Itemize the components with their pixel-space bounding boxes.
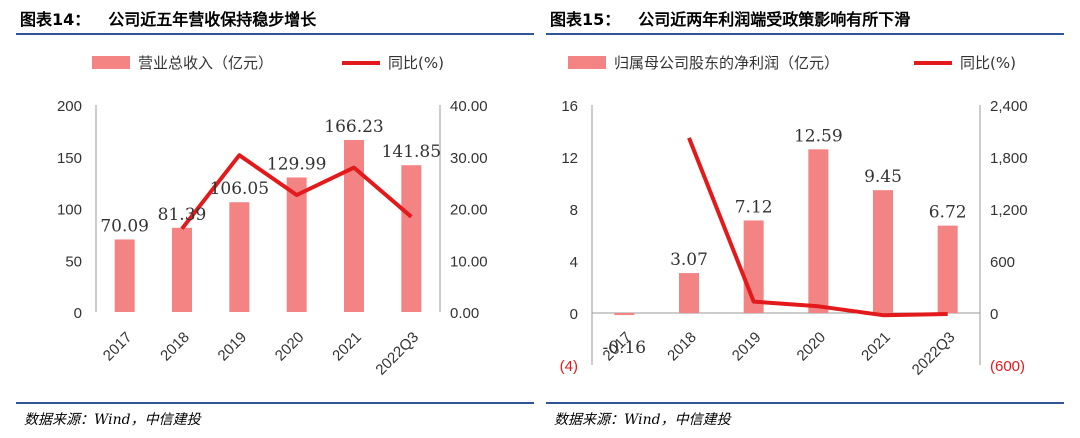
x-tick-label: 2021 (858, 329, 894, 365)
panel-net-profit: 图表15： 公司近两年利润端受政策影响有所下滑 归属母公司股东的净利润（亿元） 同比… (540, 0, 1070, 438)
revenue-chart: 营业总收入（亿元） 同比(%) 0 50 100 150 200 0.00 10.00 20.00… (57, 54, 488, 379)
top-rule (546, 33, 1064, 35)
figure-title: 图表15： 公司近两年利润端受政策影响有所下滑 (550, 6, 910, 30)
x-tick-label: 2022Q3 (909, 329, 959, 379)
x-tick-label: 2022Q3 (372, 329, 422, 379)
bar (614, 313, 635, 316)
bar (344, 139, 364, 312)
y-tick-label: 0 (570, 306, 578, 323)
y-tick-label: 150 (57, 150, 82, 167)
bar (172, 227, 192, 312)
data-label: 141.85 (382, 142, 441, 162)
y-tick-label: 0 (74, 305, 82, 322)
y-tick-label: 50 (65, 253, 82, 270)
figure-title: 图表14： 公司近五年营收保持稳步增长 (20, 6, 316, 30)
data-label: 129.99 (267, 154, 326, 174)
data-source: 数据来源：Wind，中信建投 (24, 412, 201, 428)
legend-bar-label: 归属母公司股东的净利润（亿元） (614, 54, 839, 72)
bar (401, 165, 422, 312)
bottom-rule (16, 402, 534, 404)
data-label: 106.05 (210, 179, 269, 199)
x-tick-label: 2018 (157, 329, 193, 365)
x-tick-label: 2019 (215, 329, 251, 365)
data-label: 6.72 (929, 203, 967, 223)
data-label: 9.45 (864, 167, 902, 187)
legend-bar-swatch (568, 56, 606, 69)
x-tick-label: 2020 (272, 329, 308, 365)
y2-tick-label: 0.00 (450, 305, 479, 322)
y2-tick-label: 20.00 (450, 202, 488, 219)
x-tick-label: 2020 (794, 329, 830, 365)
legend-bar-swatch (92, 56, 130, 69)
figure-caption: 公司近两年利润端受政策影响有所下滑 (638, 10, 911, 29)
data-label: 166.23 (324, 117, 383, 137)
y-tick-label: 200 (57, 98, 82, 115)
data-label: 7.12 (735, 197, 773, 217)
y-tick-label: 8 (570, 202, 578, 219)
data-label: 70.09 (100, 216, 149, 236)
y2-tick-label: 600 (990, 254, 1015, 271)
top-rule (16, 33, 534, 35)
bottom-rule (546, 402, 1064, 404)
bar (679, 273, 699, 313)
y-tick-label: 4 (570, 254, 578, 271)
y-tick-label: 100 (57, 202, 82, 219)
y-tick-label: 16 (561, 98, 578, 115)
x-tick-label: 2017 (100, 329, 136, 365)
x-tick-label: 2018 (664, 329, 700, 365)
y-tick-label: 12 (561, 150, 578, 167)
figure-caption: 公司近五年营收保持稳步增长 (108, 10, 317, 29)
bar (114, 239, 135, 312)
y2-tick-label: 10.00 (450, 253, 488, 270)
y2-tick-label: 1,800 (990, 150, 1028, 167)
data-label: 81.39 (158, 205, 207, 225)
panel-revenue: 图表14： 公司近五年营收保持稳步增长 营业总收入（亿元） 同比(%) 0 50 100 1… (10, 0, 540, 438)
y-tick-label: (4) (560, 358, 578, 375)
y2-tick-label: 40.00 (450, 98, 488, 115)
y2-tick-label: 30.00 (450, 150, 488, 167)
y2-tick-label: (600) (990, 358, 1025, 375)
bar (808, 149, 829, 313)
y2-tick-label: 1,200 (990, 202, 1028, 219)
figure-number: 图表15： (550, 10, 621, 29)
yoy-line (180, 153, 413, 230)
figure-number: 图表14： (20, 10, 91, 29)
bar (286, 177, 307, 312)
legend-bar-label: 营业总收入（亿元） (138, 54, 273, 72)
bar (937, 225, 958, 313)
legend-line-label: 同比(%) (388, 54, 444, 72)
x-tick-label: 2021 (329, 329, 365, 365)
data-label: 12.59 (794, 126, 843, 146)
bar (229, 202, 250, 312)
bar (873, 190, 893, 313)
legend-line-label: 同比(%) (960, 54, 1016, 72)
x-tick-label: 2019 (729, 329, 765, 365)
y2-tick-label: 0 (990, 306, 998, 323)
yoy-line (687, 137, 948, 318)
net-profit-chart: 归属母公司股东的净利润（亿元） 同比(%) (4) 0 4 8 12 16 (600) 0 600 1… (560, 54, 1028, 379)
data-label: 3.07 (670, 250, 708, 270)
y2-tick-label: 2,400 (990, 98, 1028, 115)
data-label: -0.16 (603, 338, 647, 358)
data-source: 数据来源：Wind，中信建投 (554, 412, 731, 428)
